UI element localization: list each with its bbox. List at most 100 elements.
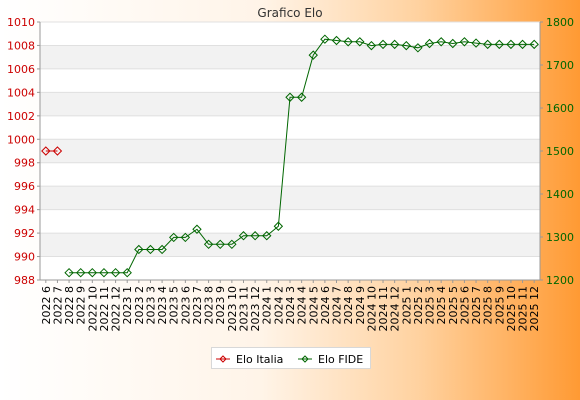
y-left-tick-label: 994	[14, 204, 35, 217]
legend-marker-elo-fide	[301, 355, 309, 363]
x-tick-label: 2023 2	[133, 286, 146, 325]
y-left-tick-label: 992	[14, 227, 35, 240]
x-tick-label: 2025 8	[482, 286, 495, 325]
x-tick-label: 2023 12	[249, 286, 262, 332]
data-point-elo-fide	[110, 267, 121, 278]
data-point-elo-fide	[99, 267, 109, 278]
data-point-elo-italia	[41, 146, 51, 156]
legend-item-elo-fide: Elo FIDE	[298, 353, 363, 366]
x-tick-label: 2025 11	[517, 286, 530, 332]
x-tick-label: 2023 8	[203, 286, 216, 325]
x-tick-label: 2025 6	[458, 286, 471, 325]
plot-band	[40, 233, 540, 257]
grid-lines	[40, 21, 540, 281]
legend: Elo Italia Elo FIDE	[211, 347, 371, 369]
data-point-elo-fide	[134, 244, 144, 255]
data-point-elo-fide	[494, 39, 505, 50]
x-tick-label: 2023 6	[179, 286, 192, 325]
x-tick-label: 2025 12	[528, 286, 541, 332]
data-point-elo-fide	[308, 50, 318, 60]
chart-title: Grafico Elo	[257, 6, 322, 20]
data-point-elo-fide	[389, 39, 400, 50]
x-tick-label: 2025 3	[424, 286, 437, 325]
y-left-tick-label: 1000	[7, 133, 35, 146]
data-point-elo-fide	[285, 92, 295, 102]
y-left-tick-label: 996	[14, 180, 35, 193]
y-right-tick-labels: 1200 1300 1400 1500 1600 1700 1800	[540, 16, 574, 287]
x-tick-label: 2025 9	[493, 286, 506, 325]
x-tick-label: 2022 12	[110, 286, 123, 332]
data-point-elo-fide	[459, 37, 470, 47]
y-left-tick-label: 988	[14, 274, 35, 287]
y-right-tick-label: 1700	[546, 59, 574, 72]
x-tick-label: 2024 4	[296, 286, 309, 325]
x-tick-label: 2023 11	[237, 286, 250, 332]
data-point-elo-italia	[52, 146, 63, 156]
data-point-elo-fide	[424, 38, 435, 49]
data-point-elo-fide	[64, 267, 74, 278]
x-tick-label: 2024 1	[261, 286, 274, 325]
x-tick-label: 2024 11	[377, 286, 390, 332]
y-right-tick-label: 1500	[546, 145, 574, 158]
data-point-elo-fide	[517, 39, 528, 50]
x-tick-label: 2023 7	[191, 286, 204, 325]
data-point-elo-fide	[378, 39, 388, 50]
series-layer	[41, 34, 539, 278]
y-right-tick-label: 1600	[546, 102, 574, 115]
plot-band	[40, 45, 540, 69]
x-tick-label: 2023 9	[214, 286, 227, 325]
y-left-tick-label: 1004	[7, 86, 35, 99]
x-tick-label: 2023 3	[144, 286, 157, 325]
x-tick-label: 2024 7	[331, 286, 344, 325]
x-tick-label: 2025 2	[412, 286, 425, 325]
y-left-tick-label: 1008	[7, 39, 35, 52]
x-tick-label: 2022 8	[63, 286, 76, 325]
plot-bands	[40, 22, 540, 280]
data-point-elo-fide	[250, 231, 260, 241]
data-point-elo-fide	[343, 37, 353, 47]
x-tick-label: 2024 10	[365, 286, 378, 332]
data-point-elo-fide	[482, 39, 493, 50]
data-point-elo-fide	[506, 39, 516, 50]
y-right-tick-label: 1200	[546, 274, 574, 287]
plot-band	[40, 186, 540, 210]
x-tick-label: 2024 3	[284, 286, 297, 325]
plot-band	[40, 92, 540, 116]
x-tick-label: 2022 11	[98, 286, 111, 332]
x-tick-label: 2023 4	[156, 286, 169, 325]
data-point-elo-fide	[529, 39, 539, 50]
x-tick-label: 2022 6	[40, 286, 53, 325]
y-left-tick-label: 998	[14, 157, 35, 170]
y-left-tick-label: 1002	[7, 110, 35, 123]
data-point-elo-fide	[401, 40, 411, 51]
data-point-elo-fide	[169, 232, 179, 243]
data-point-elo-fide	[238, 231, 249, 241]
x-tick-label: 2024 5	[307, 286, 320, 325]
x-tick-label: 2022 7	[51, 286, 64, 325]
x-tick-label: 2024 12	[389, 286, 402, 332]
data-point-elo-fide	[262, 231, 272, 241]
data-point-elo-fide	[145, 244, 156, 255]
y-right-tick-label: 1400	[546, 188, 574, 201]
x-tick-label: 2023 5	[168, 286, 181, 325]
x-tick-label: 2024 2	[272, 286, 285, 325]
data-point-elo-fide	[436, 37, 446, 47]
x-tick-label: 2025 5	[447, 286, 460, 325]
data-point-elo-fide	[75, 267, 86, 278]
y-left-tick-labels: 988 990 992 994 996 998 1000 1002 1004 1006 1008 10…	[7, 16, 40, 287]
data-point-elo-fide	[471, 38, 481, 48]
plot-band	[40, 139, 540, 163]
legend-canvas: Elo Italia Elo FIDE	[216, 353, 363, 366]
x-tick-label: 2023 1	[121, 286, 134, 325]
x-tick-label: 2023 10	[226, 286, 239, 332]
x-tick-label: 2025 1	[400, 286, 413, 325]
x-tick-label: 2024 6	[319, 286, 332, 325]
legend-item-elo-italia: Elo Italia	[216, 353, 283, 366]
x-tick-label: 2024 9	[354, 286, 367, 325]
y-right-tick-label: 1800	[546, 16, 574, 29]
data-point-elo-fide	[215, 239, 225, 250]
legend-label-elo-fide: Elo FIDE	[318, 353, 363, 366]
x-tick-label: 2022 10	[86, 286, 99, 332]
x-tick-label: 2025 7	[470, 286, 483, 325]
